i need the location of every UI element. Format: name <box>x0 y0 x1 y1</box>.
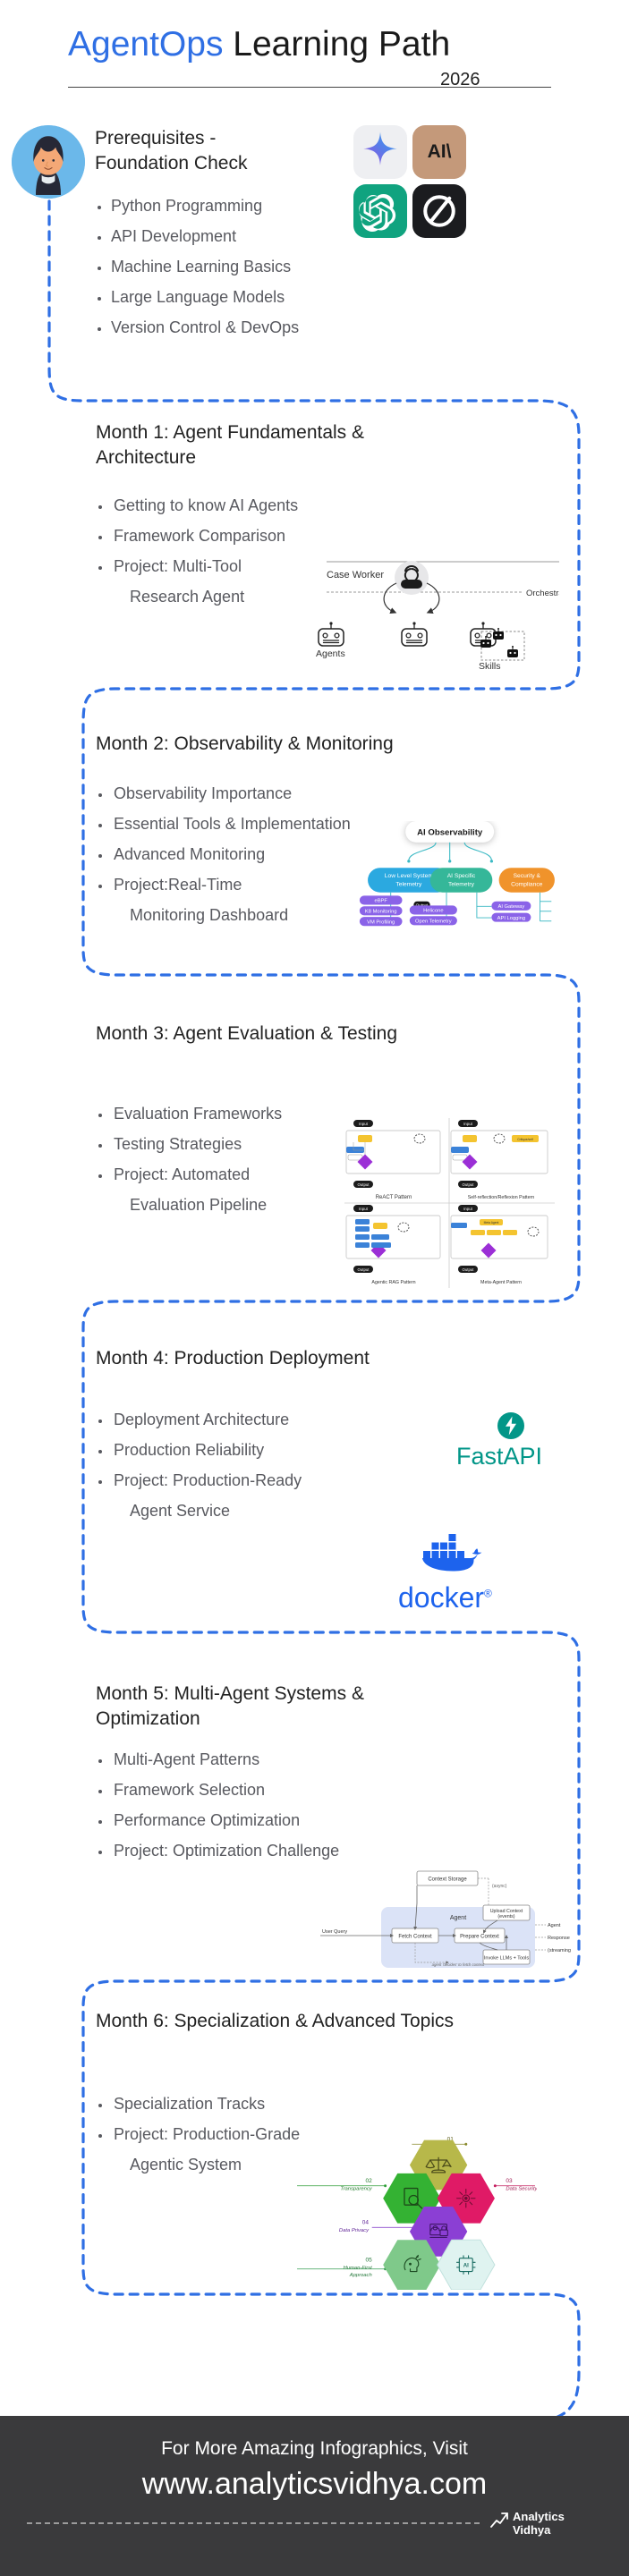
svg-text:Output: Output <box>463 1267 475 1272</box>
svg-text:Agentic RAG Pattern: Agentic RAG Pattern <box>371 1280 415 1285</box>
svg-text:Meta-Agent Pattern: Meta-Agent Pattern <box>480 1280 522 1285</box>
svg-text:AI: AI <box>463 2263 469 2268</box>
svg-text:04: 04 <box>362 2220 370 2226</box>
svg-text:Transparency: Transparency <box>340 2186 372 2191</box>
svg-text:Input: Input <box>359 1122 368 1126</box>
svg-text:Compliance: Compliance <box>511 881 543 887</box>
svg-text:AI Specific: AI Specific <box>447 873 476 879</box>
svg-text:Output: Output <box>358 1182 370 1187</box>
svg-text:05: 05 <box>365 2257 372 2263</box>
svg-text:Output: Output <box>463 1182 475 1187</box>
svg-text:Critique/self: Critique/self <box>517 1138 532 1141</box>
svg-text:Response: Response <box>548 1936 570 1941</box>
svg-text:Prepare Context: Prepare Context <box>460 1935 499 1940</box>
svg-text:Human-First: Human-First <box>344 2266 373 2271</box>
svg-text:Telemetry: Telemetry <box>395 881 422 887</box>
svg-text:Skills: Skills <box>479 661 501 672</box>
svg-text:Fetch Context: Fetch Context <box>398 1935 432 1940</box>
svg-text:Telemetry: Telemetry <box>448 881 475 887</box>
svg-text:Security &: Security & <box>514 873 541 879</box>
svg-text:VM Profiling: VM Profiling <box>367 920 395 926</box>
svg-text:AI Gateway: AI Gateway <box>497 904 524 910</box>
svg-text:Approach: Approach <box>349 2273 372 2278</box>
svg-text:Meta Agent: Meta Agent <box>484 1221 499 1224</box>
svg-text:Input: Input <box>463 1122 472 1126</box>
svg-text:Low Level System: Low Level System <box>385 873 434 879</box>
svg-text:Orchestration layer: Orchestration layer <box>526 589 559 598</box>
svg-text:Input: Input <box>359 1207 368 1211</box>
svg-text:Data Privacy: Data Privacy <box>339 2228 370 2233</box>
svg-text:Input: Input <box>463 1207 472 1211</box>
svg-text:eBPF: eBPF <box>375 899 388 904</box>
svg-text:Helicone: Helicone <box>423 909 443 914</box>
svg-text:agent 'decides' to fetch conte: agent 'decides' to fetch context <box>432 1962 486 1967</box>
svg-text:(streaming): (streaming) <box>548 1948 571 1953</box>
svg-text:Agent: Agent <box>548 1923 561 1928</box>
svg-text:Invoke LLMs + Tools: Invoke LLMs + Tools <box>484 1956 529 1962</box>
svg-text:Agent: Agent <box>450 1915 466 1921</box>
svg-text:ReACT Pattern: ReACT Pattern <box>376 1195 412 1200</box>
svg-text:Agents: Agents <box>316 648 345 659</box>
svg-text:Self-reflection/Reflexion Patt: Self-reflection/Reflexion Pattern <box>468 1195 535 1200</box>
svg-text:Context Storage: Context Storage <box>428 1877 467 1883</box>
svg-text:K8 Monitoring: K8 Monitoring <box>365 910 397 915</box>
svg-text:02: 02 <box>365 2178 372 2184</box>
svg-text:(events): (events) <box>497 1914 514 1919</box>
svg-text:03: 03 <box>506 2178 513 2184</box>
svg-text:API Logging: API Logging <box>497 916 525 921</box>
svg-text:Open Telemetry: Open Telemetry <box>415 919 452 925</box>
svg-text:User Query: User Query <box>322 1929 347 1935</box>
svg-text:Case Worker: Case Worker <box>327 570 384 580</box>
svg-text:(async): (async) <box>492 1884 507 1889</box>
svg-text:Data Security: Data Security <box>506 2186 537 2191</box>
svg-text:AI Observability: AI Observability <box>417 828 483 838</box>
svg-text:Output: Output <box>358 1267 370 1272</box>
